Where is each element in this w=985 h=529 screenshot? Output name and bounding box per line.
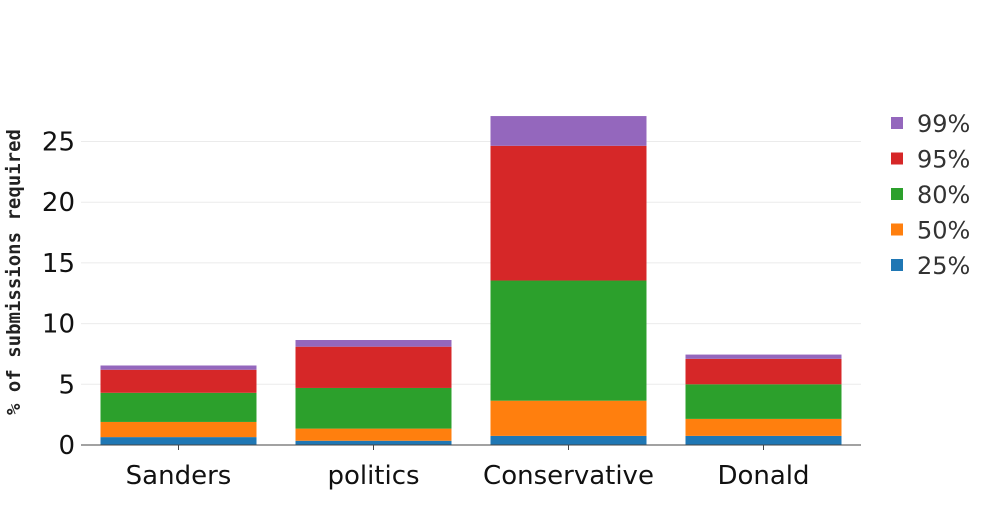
bar-segment[interactable] xyxy=(685,418,842,436)
y-tick-label: 15 xyxy=(42,249,75,279)
y-axis-label: % of submissions required xyxy=(3,129,25,415)
bar-segment[interactable] xyxy=(295,428,452,441)
bar-segment[interactable] xyxy=(100,365,257,370)
axes: 0 5 10 15 20 25 Sanders politics Conservative Don… xyxy=(42,128,861,491)
bar-segment[interactable] xyxy=(490,145,647,281)
y-tick-label: 0 xyxy=(58,431,75,461)
bar-segment[interactable] xyxy=(295,440,452,445)
bar-segment[interactable] xyxy=(685,358,842,385)
legend-label[interactable]: 80% xyxy=(917,181,970,209)
bar-segment[interactable] xyxy=(295,387,452,429)
y-tick-label: 5 xyxy=(58,370,75,400)
legend-swatch[interactable] xyxy=(891,188,903,200)
bar-segment[interactable] xyxy=(100,421,257,438)
x-tick-label: Conservative xyxy=(483,461,654,491)
y-tick-label: 10 xyxy=(42,310,75,340)
legend-label[interactable]: 25% xyxy=(917,252,970,280)
x-tick-label: Donald xyxy=(717,461,809,491)
gridlines xyxy=(81,141,861,385)
bar-segment[interactable] xyxy=(685,384,842,419)
bar-segment[interactable] xyxy=(100,369,257,393)
bar-segment[interactable] xyxy=(685,435,842,445)
legend-swatch[interactable] xyxy=(891,223,903,236)
bar-segment[interactable] xyxy=(490,280,647,401)
bar-segment[interactable] xyxy=(100,437,257,445)
bar-segment[interactable] xyxy=(100,392,257,422)
y-tick-label: 20 xyxy=(42,188,75,218)
bar-segment[interactable] xyxy=(685,354,842,359)
y-tick-label: 25 xyxy=(42,128,75,158)
legend-label[interactable]: 95% xyxy=(917,146,970,174)
legend-label[interactable]: 50% xyxy=(917,217,970,245)
bar-segment[interactable] xyxy=(490,400,647,436)
legend-swatch[interactable] xyxy=(891,117,903,129)
bars xyxy=(100,116,842,445)
bar-segment[interactable] xyxy=(490,116,647,146)
bar-segment[interactable] xyxy=(295,346,452,388)
bar-segment[interactable] xyxy=(490,435,647,445)
bar-segment[interactable] xyxy=(295,340,452,347)
legend-label[interactable]: 99% xyxy=(917,110,970,138)
x-tick-label: politics xyxy=(327,461,419,491)
legend[interactable]: 99% 95% 80% 50% 25% xyxy=(891,110,970,280)
legend-swatch[interactable] xyxy=(891,259,903,271)
x-tick-label: Sanders xyxy=(126,461,232,491)
legend-swatch[interactable] xyxy=(891,152,903,165)
